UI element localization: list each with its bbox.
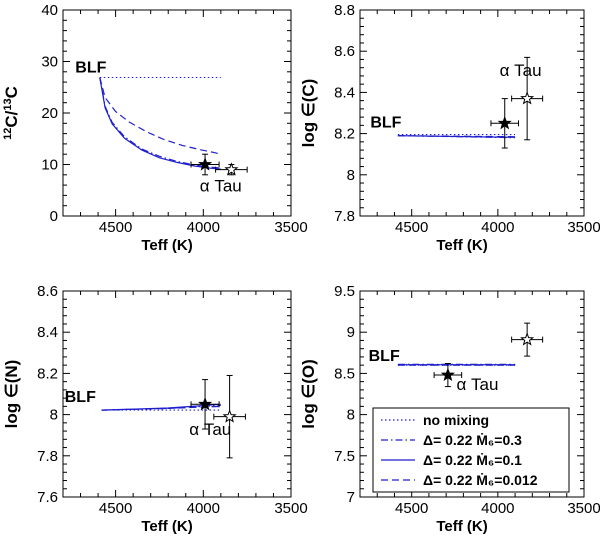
data-point-filled-star [198,396,213,411]
label-alpha-tau: α Tau [456,375,498,394]
y-tick-label: 8 [50,407,58,424]
plot-frame [359,290,585,498]
y-tick-label: 8.8 [334,2,355,19]
x-tick-label: 4500 [395,219,428,236]
panel-p2: 4500 4000 3500 7.8 8 8.2 8.4 8.6 8.8 Teff (K) log … [299,2,600,254]
y-tick-label: 10 [41,157,58,174]
legend-label-m01: Δ= 0.22 Ṁ₆=0.1 [423,452,522,468]
y-tick-label: 8.4 [334,84,355,101]
y-tick-label: 0 [50,208,58,225]
series-line-dashed [397,135,516,138]
x-axis-label: Teff (K) [141,518,192,535]
y-axis-label: log ∈(C) [299,79,318,148]
data-point-open-star [520,332,535,346]
y-tick-label: 9.5 [334,283,355,300]
label-blf: BLF [65,389,96,406]
y-tick-label: 7 [347,489,355,506]
label-alpha-tau: α Tau [200,176,242,195]
y-tick-label: 9 [347,324,355,341]
y-tick-label: 30 [41,54,58,71]
legend-label-nomix: no mixing [423,412,489,428]
y-tick-label: 8.2 [334,126,355,143]
legend-box [372,407,570,493]
panel-p3: 4500 4000 3500 7.6 7.8 8 8.2 8.4 8.6 Teff (K) log … [2,283,308,535]
plot-frame [359,9,585,217]
x-tick-label: 4500 [99,219,132,236]
x-tick-label: 4000 [481,500,514,517]
y-axis-label: 12C/13C [2,86,21,140]
series-line-solid [99,77,221,170]
label-blf: BLF [75,59,106,76]
data-point-open-star [520,91,535,105]
x-tick-label: 4500 [395,500,428,517]
x-tick-label: 3500 [567,219,600,236]
legend-label-m0012: Δ= 0.22 Ṁ₆=0.012 [423,472,538,488]
x-tick-label: 4500 [99,500,132,517]
data-point-open-star [224,162,239,176]
y-tick-label: 8.4 [37,324,58,341]
x-axis-label: Teff (K) [141,237,192,254]
legend-label-m03: Δ= 0.22 Ṁ₆=0.3 [423,432,522,448]
y-tick-label: 8 [347,407,355,424]
y-axis-label: log ∈(O) [299,359,318,429]
label-blf: BLF [369,348,400,365]
y-tick-label: 7.6 [37,489,58,506]
panel-p4: 4500 4000 3500 7 7.5 8 8.5 9 9.5 Teff (K) log ∈(O)… [299,283,600,535]
plot-frame [62,290,292,498]
x-axis-label: Teff (K) [436,518,487,535]
y-tick-label: 8.2 [37,365,58,382]
y-tick-label: 40 [41,2,58,19]
series-line-dashed [99,77,221,155]
x-tick-label: 4000 [481,219,514,236]
plot-frame [62,9,292,217]
legend: no mixing Δ= 0.22 Ṁ₆=0.3 Δ= 0.22 Ṁ₆=0.1 Δ= … [372,407,570,493]
data-point-open-star [222,409,237,423]
data-point-filled-star [497,115,512,130]
x-axis-label: Teff (K) [436,237,487,254]
y-tick-label: 7.8 [37,448,58,465]
y-tick-label: 8.6 [37,283,58,300]
label-alpha-tau: α Tau [500,61,542,80]
label-alpha-tau: α Tau [189,420,231,439]
x-tick-label: 4000 [187,219,220,236]
x-tick-label: 3500 [274,500,307,517]
x-tick-label: 4000 [187,500,220,517]
y-tick-label: 7.5 [334,448,355,465]
y-axis-label: log ∈(N) [2,360,21,429]
y-tick-label: 8.6 [334,43,355,60]
data-point-filled-star [198,157,213,171]
y-tick-label: 8 [347,167,355,184]
y-tick-label: 20 [41,105,58,122]
y-tick-label: 8.5 [334,365,355,382]
y-tick-label: 7.8 [334,208,355,225]
x-tick-label: 3500 [274,219,307,236]
panel-p1: 4500 4000 3500 0 10 20 30 40 Teff (K) 12C/13C BLF α… [2,2,308,254]
label-blf: BLF [370,114,401,131]
x-tick-label: 3500 [567,500,600,517]
data-point-filled-star [440,367,455,382]
